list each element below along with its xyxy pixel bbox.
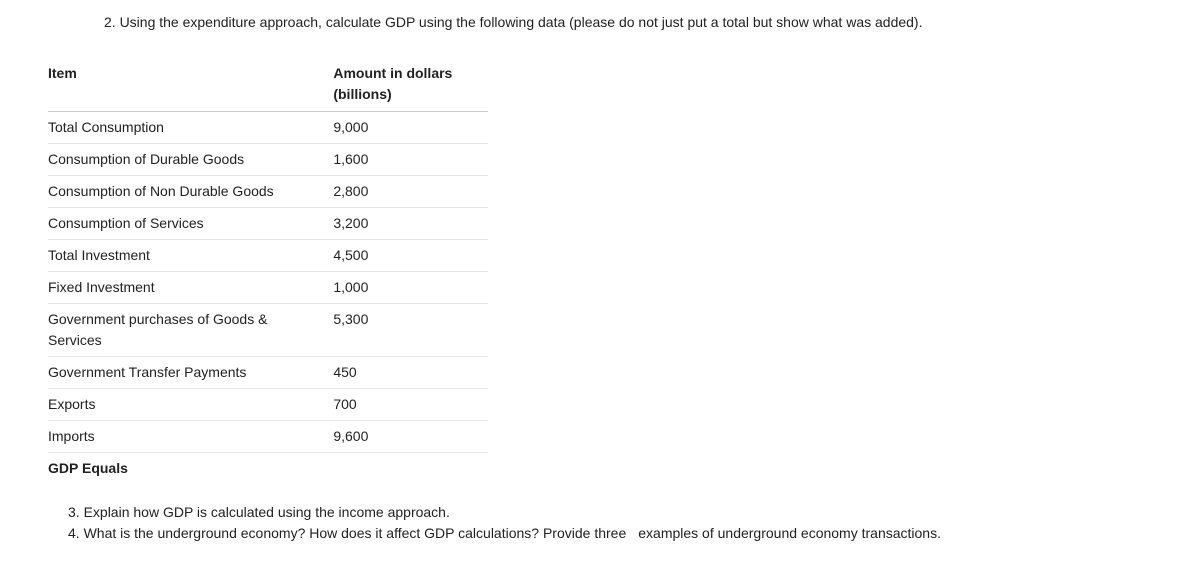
cell-amount: 700 — [333, 389, 488, 421]
cell-item: Total Consumption — [48, 112, 333, 144]
cell-item: Imports — [48, 421, 333, 453]
header-amount: Amount in dollars (billions) — [333, 57, 488, 112]
cell-amount: 3,200 — [333, 208, 488, 240]
table-header-row: Item Amount in dollars (billions) — [48, 57, 488, 112]
table-row: Consumption of Durable Goods 1,600 — [48, 144, 488, 176]
question-3-text: 3. Explain how GDP is calculated using t… — [68, 504, 450, 520]
header-item: Item — [48, 57, 333, 112]
cell-amount: 5,300 — [333, 304, 488, 357]
cell-amount: 9,000 — [333, 112, 488, 144]
gdp-equals-label: GDP Equals — [48, 453, 333, 485]
cell-item: Consumption of Non Durable Goods — [48, 176, 333, 208]
question-4: 4. What is the underground economy? How … — [68, 523, 1152, 544]
question-4-part2: examples of underground economy transact… — [638, 525, 941, 541]
cell-item: Consumption of Durable Goods — [48, 144, 333, 176]
cell-amount: 450 — [333, 357, 488, 389]
cell-item: Fixed Investment — [48, 272, 333, 304]
cell-amount: 1,000 — [333, 272, 488, 304]
table-row: Consumption of Services 3,200 — [48, 208, 488, 240]
cell-item: Government Transfer Payments — [48, 357, 333, 389]
cell-item: Total Investment — [48, 240, 333, 272]
gdp-data-table: Item Amount in dollars (billions) Total … — [48, 57, 488, 484]
cell-amount: 1,600 — [333, 144, 488, 176]
table-row: Consumption of Non Durable Goods 2,800 — [48, 176, 488, 208]
cell-item: Government purchases of Goods & Services — [48, 304, 333, 357]
header-amount-line2: (billions) — [333, 86, 391, 102]
table-row: Total Consumption 9,000 — [48, 112, 488, 144]
question-4-part1: 4. What is the underground economy? How … — [68, 525, 626, 541]
cell-item: Exports — [48, 389, 333, 421]
cell-amount: 9,600 — [333, 421, 488, 453]
table-footer-row: GDP Equals — [48, 453, 488, 485]
cell-amount: 4,500 — [333, 240, 488, 272]
table-row: Imports 9,600 — [48, 421, 488, 453]
table-row: Exports 700 — [48, 389, 488, 421]
table-row: Government Transfer Payments 450 — [48, 357, 488, 389]
cell-item: Consumption of Services — [48, 208, 333, 240]
table-row: Government purchases of Goods & Services… — [48, 304, 488, 357]
question-3: 3. Explain how GDP is calculated using t… — [68, 502, 1152, 523]
bottom-questions: 3. Explain how GDP is calculated using t… — [68, 502, 1152, 544]
table-row: Total Investment 4,500 — [48, 240, 488, 272]
question-2-text: 2. Using the expenditure approach, calcu… — [104, 14, 922, 30]
table-row: Fixed Investment 1,000 — [48, 272, 488, 304]
question-2: 2. Using the expenditure approach, calcu… — [104, 12, 1152, 33]
header-amount-line1: Amount in dollars — [333, 65, 452, 81]
cell-amount: 2,800 — [333, 176, 488, 208]
gdp-equals-value — [333, 453, 488, 485]
